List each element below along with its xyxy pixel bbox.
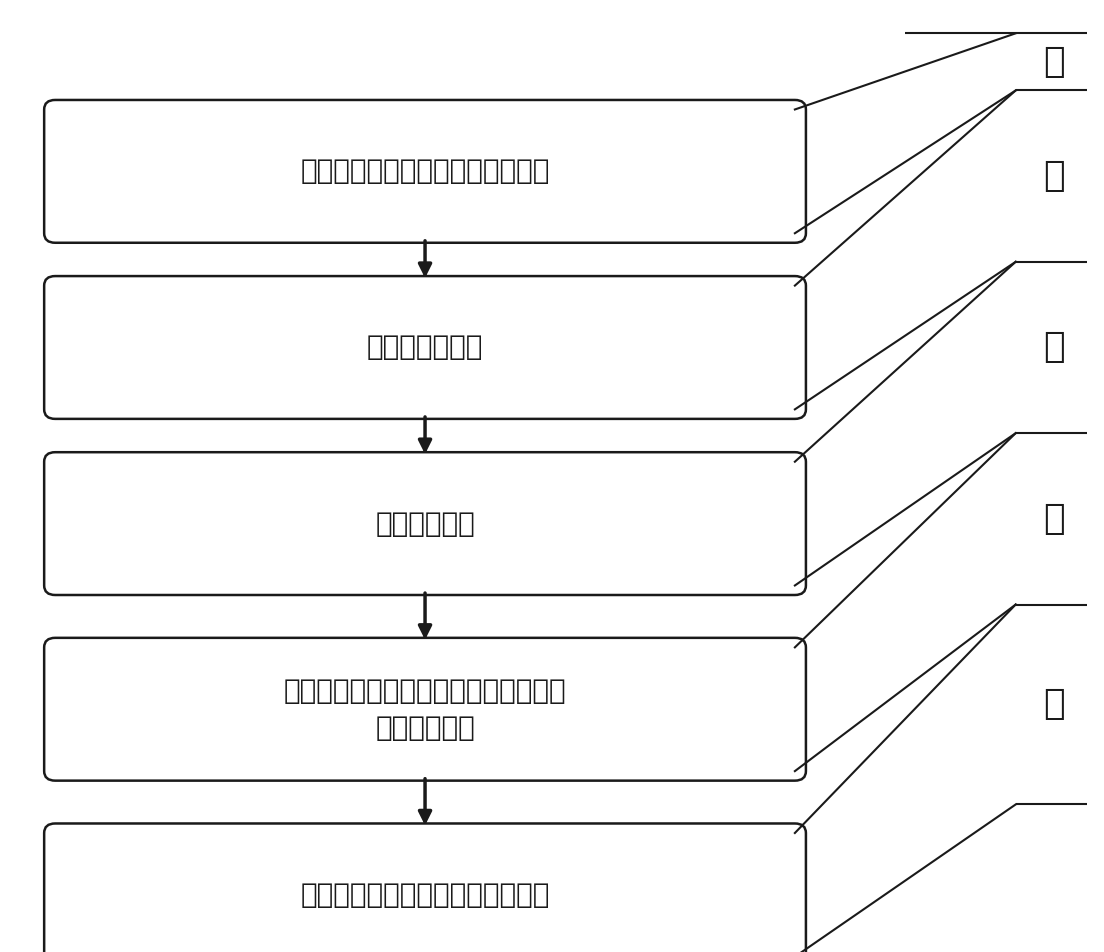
FancyBboxPatch shape [44, 276, 806, 419]
FancyBboxPatch shape [44, 452, 806, 595]
Text: 一: 一 [1043, 45, 1065, 79]
Text: 四: 四 [1043, 502, 1065, 536]
Text: 三: 三 [1043, 330, 1065, 365]
Text: 整体刀具轨迹的规划：端铣刀粗加工、
成形刀精加工: 整体刀具轨迹的规划：端铣刀粗加工、 成形刀精加工 [284, 677, 566, 742]
Text: 完成大圆弧直纹面导轨零件的加工: 完成大圆弧直纹面导轨零件的加工 [300, 881, 550, 909]
FancyBboxPatch shape [44, 823, 806, 952]
FancyBboxPatch shape [44, 100, 806, 243]
Text: 大圆弧直纹面零件加工模型的建立: 大圆弧直纹面零件加工模型的建立 [300, 157, 550, 186]
FancyBboxPatch shape [44, 638, 806, 781]
Text: 刀轴矢量的计算: 刀轴矢量的计算 [367, 333, 484, 362]
Text: 刀位点的计算: 刀位点的计算 [375, 509, 475, 538]
Text: 五: 五 [1043, 687, 1065, 722]
Text: 二: 二 [1043, 159, 1065, 193]
